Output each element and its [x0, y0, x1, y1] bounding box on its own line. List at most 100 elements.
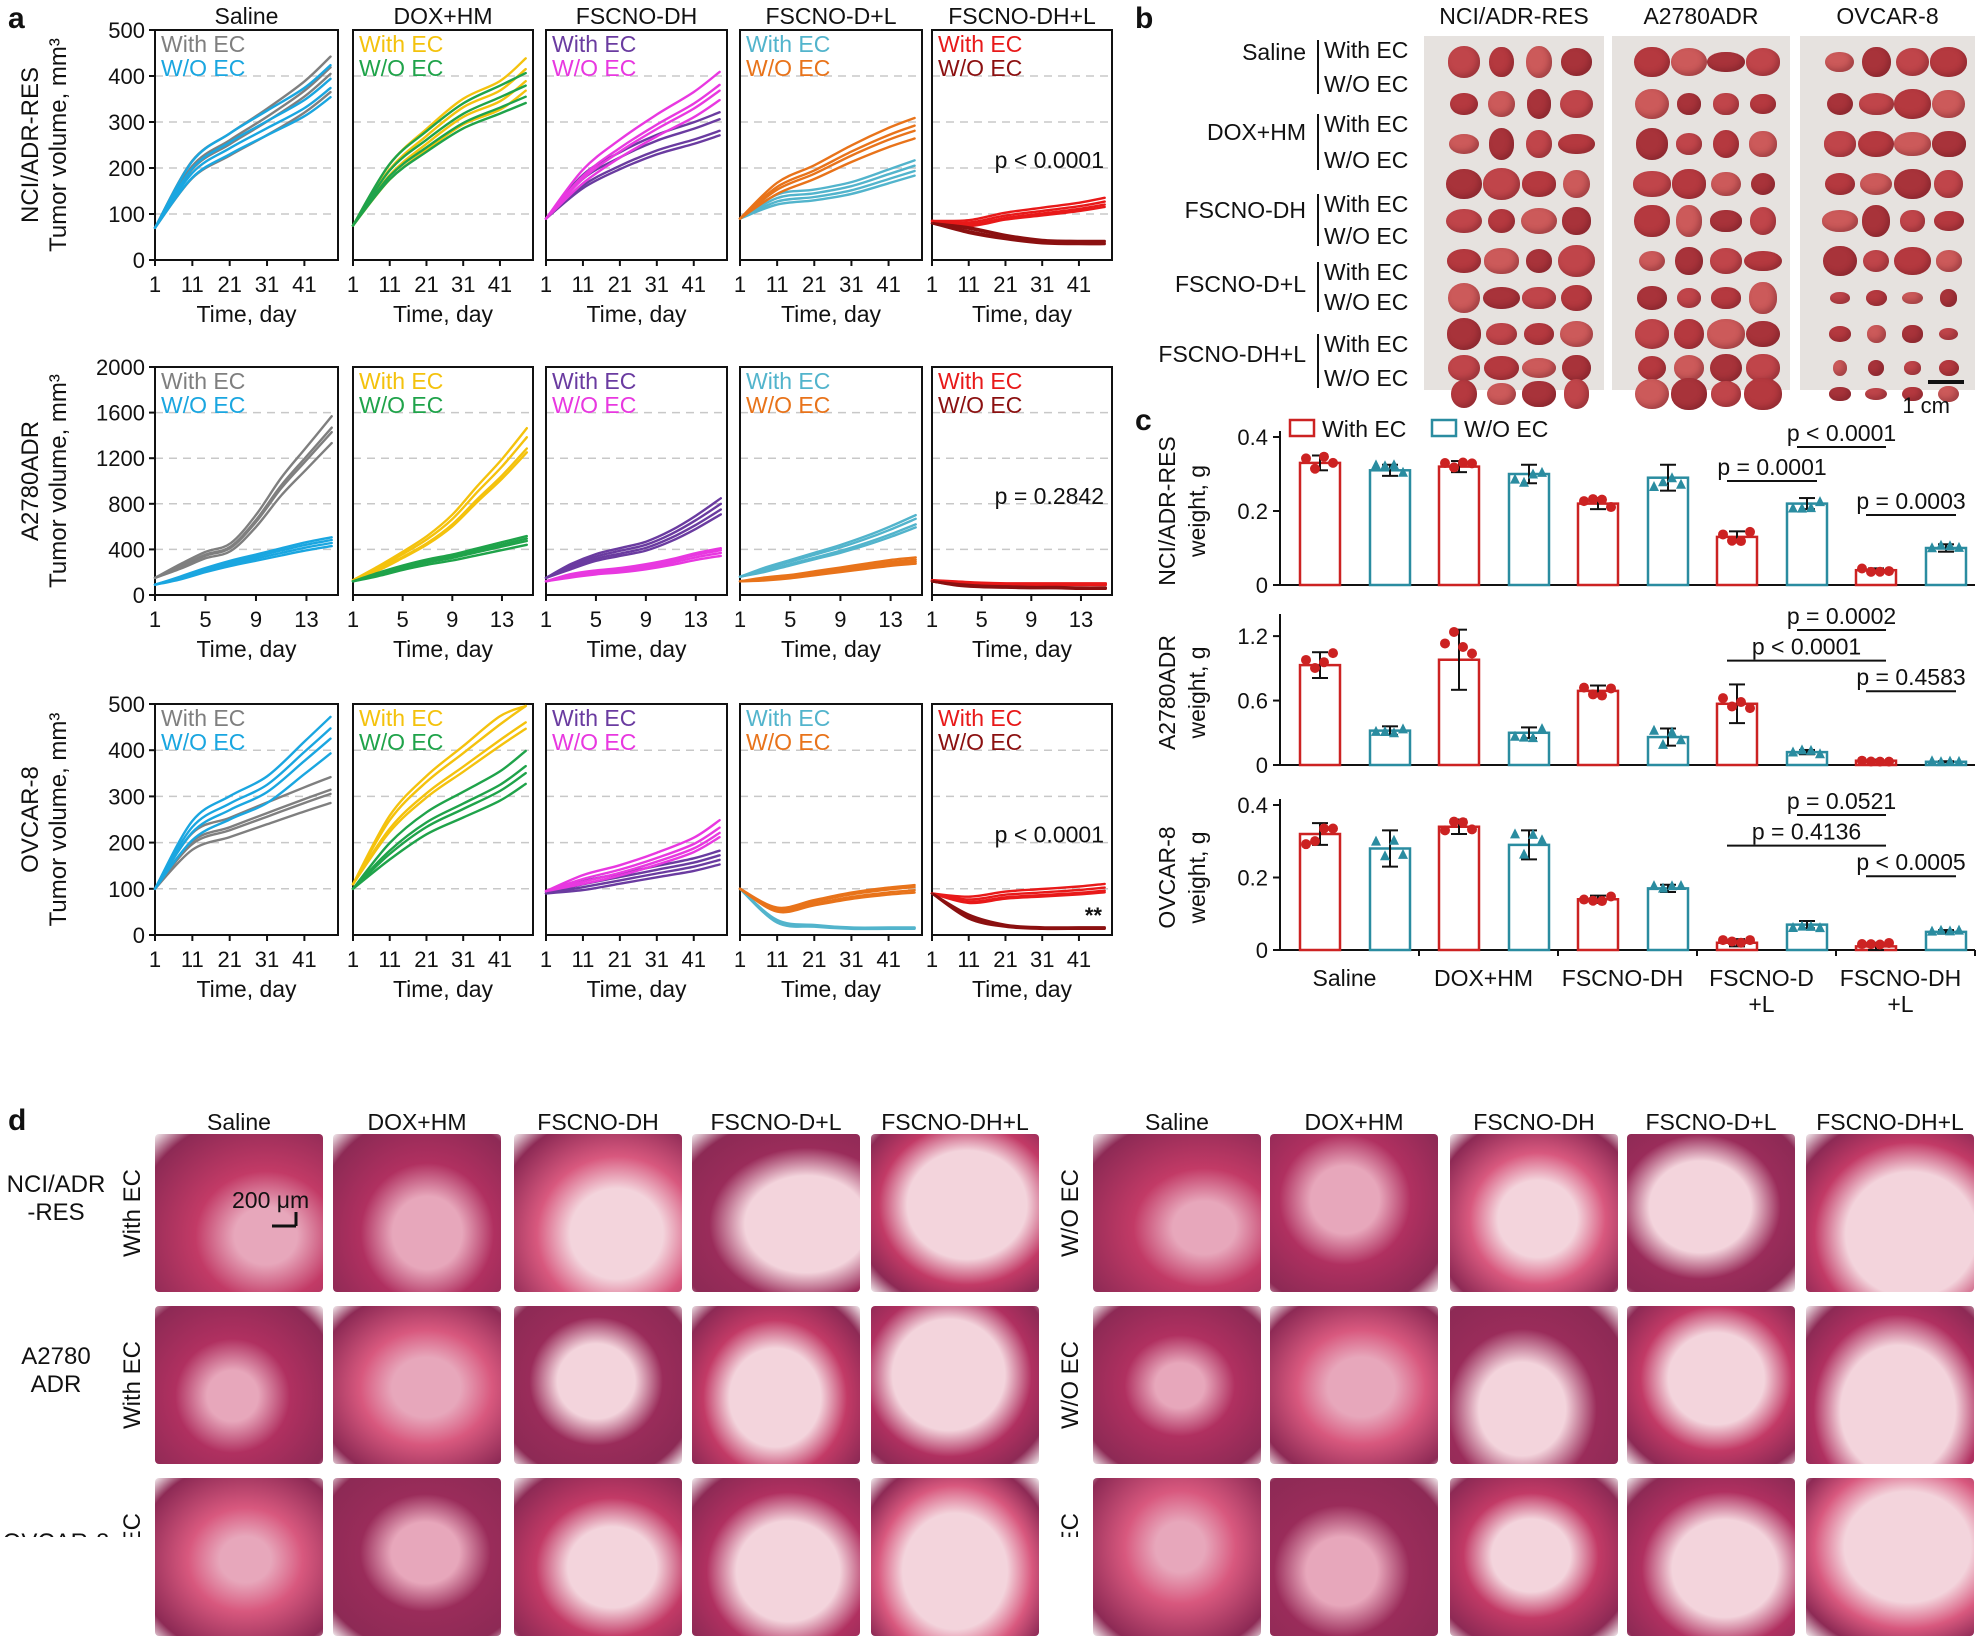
tumor-photo-1	[1612, 36, 1790, 410]
curve-with	[738, 887, 916, 929]
curve-with	[930, 886, 1106, 901]
tumor-specimen	[1710, 353, 1742, 383]
histology-column-title: FSCNO-DH+L	[1816, 1109, 1964, 1135]
data-point	[1588, 895, 1598, 906]
curve-without	[930, 222, 1106, 243]
tumor-specimen	[1563, 379, 1590, 409]
x-tick-label: 11	[378, 947, 401, 972]
histology-image	[1093, 1306, 1261, 1464]
x-tick-label: 1	[926, 947, 938, 972]
legend-wo-ec: W/O EC	[359, 729, 443, 755]
data-point	[1667, 880, 1677, 891]
data-point	[1398, 466, 1408, 477]
tumor-specimen	[1932, 89, 1966, 119]
data-point	[1467, 824, 1477, 835]
photo-title-2: OVCAR-8	[1836, 3, 1938, 29]
legend-wo-ec: W/O EC	[746, 55, 830, 81]
histology-column-title: FSCNO-DH	[537, 1109, 658, 1135]
plot-frame	[545, 703, 728, 936]
histology-image	[1093, 1134, 1261, 1292]
curve-with	[930, 579, 1107, 585]
x-tick-label: 41	[292, 272, 316, 297]
data-point	[1510, 473, 1520, 484]
curve-with	[153, 72, 332, 229]
data-point	[1927, 925, 1937, 936]
legend-wo-ec: W/O EC	[938, 392, 1022, 418]
column-title-0: Saline	[215, 3, 279, 29]
tumor-specimen	[1637, 355, 1667, 381]
data-point	[1954, 924, 1964, 935]
x-tick-label: 31	[451, 947, 475, 972]
bar	[1298, 832, 1342, 952]
significance-stars: **	[1085, 903, 1103, 928]
plot-frame	[931, 703, 1113, 936]
curve-without	[544, 836, 721, 893]
x-tick-label: 13	[490, 607, 514, 632]
curve-without	[153, 96, 332, 229]
tumor-specimen	[1902, 386, 1923, 402]
tumor-specimen	[1866, 325, 1886, 343]
data-point	[1797, 502, 1807, 513]
curve-without	[351, 764, 527, 890]
x-tick-label: 31	[1030, 272, 1054, 297]
tumor-specimen	[1557, 245, 1596, 277]
data-point	[1389, 459, 1399, 470]
curve-with	[544, 863, 721, 895]
curve-with	[351, 721, 527, 886]
tumor-specimen	[1746, 354, 1780, 382]
tumor-specimen	[1670, 47, 1708, 77]
data-point	[1328, 648, 1338, 659]
histology-image	[692, 1134, 860, 1292]
tumor-specimen	[1676, 93, 1702, 115]
data-point	[1537, 834, 1547, 845]
y-axis-label-group: NCI/ADR-RES Tumor volume, mm³	[17, 38, 72, 252]
bar	[1785, 502, 1829, 587]
tumor-specimen	[1560, 47, 1593, 77]
histology-column-title: FSCNO-D+L	[1646, 1109, 1777, 1135]
curve-without	[351, 71, 527, 227]
x-axis-label: Time, day	[393, 301, 494, 327]
data-point	[1380, 850, 1390, 861]
plot-frame	[154, 366, 339, 596]
data-point	[1815, 748, 1825, 759]
curve-with	[153, 801, 332, 890]
bar-y-tick-label: 0.4	[1237, 425, 1268, 450]
x-tick-label: 1	[540, 607, 552, 632]
legend-wo-ec: W/O EC	[552, 392, 636, 418]
curve-without	[544, 70, 721, 220]
tumor-specimen	[1635, 128, 1669, 160]
data-point	[1736, 697, 1746, 708]
curve-with	[153, 415, 333, 580]
tumor-specimen	[1745, 48, 1781, 76]
data-point	[1676, 734, 1686, 745]
histology-row-label: NCI/ADR	[7, 1171, 106, 1198]
tumor-specimen	[1488, 128, 1515, 160]
tumor-specimen	[1710, 248, 1742, 274]
histology-image	[514, 1134, 682, 1292]
y-tick-label: 800	[108, 492, 145, 517]
bracket-p-value: p < 0.0001	[1787, 420, 1896, 446]
y-tick-label: 0	[133, 248, 145, 273]
tumor-specimen	[1522, 381, 1556, 407]
x-tick-label: 11	[957, 947, 980, 972]
data-point	[1727, 701, 1737, 712]
histology-row-label: A2780	[21, 1343, 90, 1370]
x-tick-label: 1	[149, 947, 161, 972]
tumor-specimen	[1933, 210, 1964, 232]
tumor-specimen	[1525, 46, 1553, 78]
bar	[1715, 535, 1759, 587]
x-tick-label: 5	[976, 607, 988, 632]
data-point	[1371, 835, 1381, 846]
panel-letter-c: c	[1135, 404, 1152, 437]
photo-title-0: NCI/ADR-RES	[1439, 3, 1589, 29]
histology-column-title: FSCNO-D+L	[711, 1109, 842, 1135]
curve-with	[738, 523, 917, 578]
tumor-specimen	[1749, 207, 1777, 235]
bar-y-tick-label: 0.2	[1237, 499, 1268, 524]
data-point	[1588, 494, 1598, 505]
plot-frame	[154, 29, 339, 261]
data-point	[1606, 891, 1616, 902]
column-title-2: FSCNO-DH	[576, 3, 697, 29]
legend-wo-ec: W/O EC	[746, 392, 830, 418]
histology-column-title: FSCNO-DH+L	[881, 1109, 1029, 1135]
